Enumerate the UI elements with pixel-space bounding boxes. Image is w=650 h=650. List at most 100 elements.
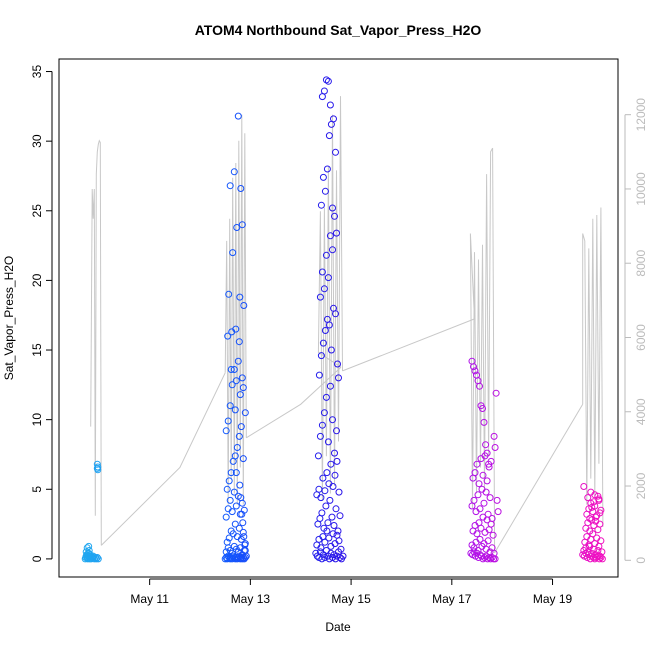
data-point bbox=[241, 547, 249, 554]
data-point bbox=[237, 185, 245, 192]
data-point bbox=[330, 115, 337, 123]
data-point bbox=[94, 466, 102, 474]
data-point bbox=[319, 173, 327, 181]
data-point bbox=[474, 547, 482, 554]
data-point bbox=[479, 405, 486, 412]
data-point bbox=[235, 338, 243, 346]
data-point bbox=[479, 471, 487, 479]
data-point bbox=[477, 524, 485, 532]
data-point bbox=[86, 551, 94, 559]
data-point bbox=[476, 505, 484, 513]
data-point bbox=[328, 513, 336, 521]
data-point bbox=[231, 452, 239, 460]
data-point bbox=[316, 432, 324, 440]
data-point bbox=[239, 519, 247, 527]
data-point bbox=[236, 481, 244, 489]
data-point bbox=[318, 268, 326, 276]
data-point bbox=[238, 510, 246, 518]
data-point bbox=[480, 418, 488, 426]
y-tick-label: 10 bbox=[30, 413, 44, 427]
data-point bbox=[317, 544, 325, 552]
data-point bbox=[317, 352, 325, 360]
secondary-line-segment-3 bbox=[246, 366, 342, 439]
data-point bbox=[492, 389, 500, 397]
data-point bbox=[337, 545, 345, 553]
data-point bbox=[591, 491, 599, 499]
data-point bbox=[230, 488, 238, 496]
data-point bbox=[94, 555, 102, 563]
data-point bbox=[232, 502, 240, 510]
data-point bbox=[321, 538, 329, 546]
x-tick-label: May 19 bbox=[533, 592, 573, 606]
data-point bbox=[315, 485, 323, 493]
data-point bbox=[239, 384, 247, 392]
data-point bbox=[339, 552, 347, 560]
x-tick-label: May 15 bbox=[331, 592, 371, 606]
data-point bbox=[222, 513, 230, 521]
data-point bbox=[326, 496, 334, 504]
y-tick-label: 25 bbox=[30, 204, 44, 218]
data-point bbox=[222, 427, 230, 435]
data-point bbox=[317, 201, 325, 209]
data-point bbox=[322, 393, 330, 401]
data-point bbox=[231, 406, 239, 414]
secondary-line-segment-7 bbox=[494, 404, 584, 554]
data-point bbox=[316, 293, 324, 301]
data-point bbox=[482, 488, 490, 496]
plot-area: 0 5 10 15 20 25 30 35 0 2000 4000 6000 8000 10000 1200… bbox=[30, 58, 648, 606]
data-point bbox=[318, 421, 326, 429]
data-point bbox=[484, 537, 492, 545]
data-point bbox=[320, 87, 328, 95]
data-point bbox=[331, 449, 338, 457]
data-point bbox=[494, 508, 502, 516]
data-point bbox=[488, 515, 496, 522]
y-tick-label: 35 bbox=[30, 65, 44, 79]
y-tick-label: 20 bbox=[30, 273, 44, 287]
data-point bbox=[592, 551, 600, 559]
data-point bbox=[240, 302, 248, 309]
data-point bbox=[326, 232, 334, 240]
data-point bbox=[235, 432, 243, 440]
data-point bbox=[84, 549, 92, 557]
x-tick-label: May 13 bbox=[231, 592, 271, 606]
data-point bbox=[490, 432, 498, 440]
data-point bbox=[470, 363, 477, 371]
data-point bbox=[238, 221, 246, 229]
chart-title: ATOM4 Northbound Sat_Vapor_Press_H2O bbox=[195, 22, 482, 38]
data-point bbox=[231, 520, 239, 528]
data-point bbox=[487, 520, 495, 528]
data-point bbox=[323, 165, 331, 173]
y2-tick-label: 6000 bbox=[634, 324, 648, 351]
data-point bbox=[476, 535, 484, 543]
data-point bbox=[232, 325, 240, 333]
data-point bbox=[486, 494, 494, 502]
data-point bbox=[323, 469, 331, 477]
data-point bbox=[239, 528, 247, 536]
data-point bbox=[319, 339, 327, 347]
data-point bbox=[335, 488, 343, 496]
data-point bbox=[228, 508, 236, 516]
data-point bbox=[586, 515, 594, 522]
data-point bbox=[318, 93, 326, 101]
data-point bbox=[336, 512, 344, 520]
y-axis-label: Sat_Vapor_Press_H2O bbox=[2, 256, 16, 381]
data-point bbox=[598, 548, 606, 556]
data-point bbox=[471, 367, 479, 375]
data-point bbox=[227, 366, 235, 373]
data-point bbox=[333, 531, 341, 539]
data-point bbox=[597, 537, 605, 545]
data-point bbox=[331, 212, 338, 220]
y2-tick-label: 8000 bbox=[634, 250, 648, 277]
data-point bbox=[334, 527, 342, 535]
data-point bbox=[229, 249, 237, 257]
data-point bbox=[329, 246, 336, 254]
data-point bbox=[329, 204, 336, 212]
data-point bbox=[228, 381, 236, 389]
data-point bbox=[85, 542, 93, 550]
y2-tick-label: 0 bbox=[634, 557, 648, 564]
data-point bbox=[314, 452, 322, 460]
data-point bbox=[320, 409, 328, 417]
data-point bbox=[322, 502, 330, 510]
data-point bbox=[226, 182, 234, 190]
